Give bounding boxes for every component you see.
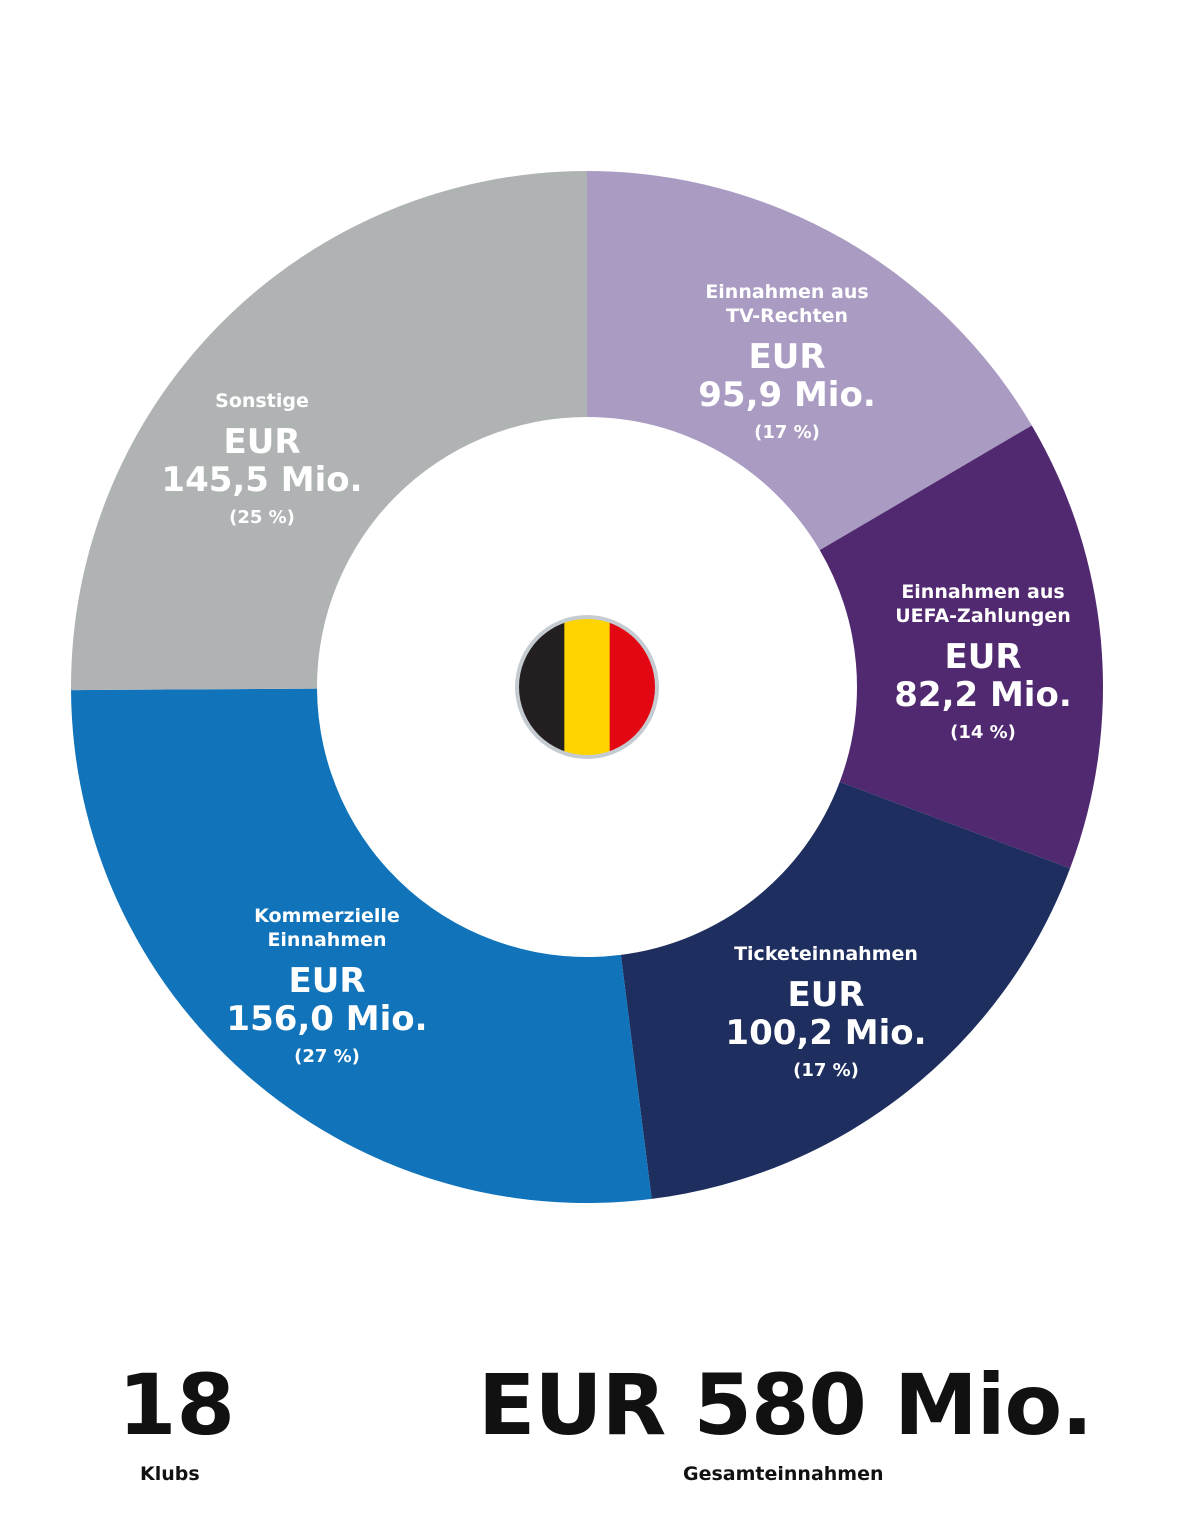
donut-slice-2 bbox=[819, 425, 1103, 869]
flag-stripe-1 bbox=[519, 619, 565, 755]
flag-stripe-2 bbox=[564, 619, 611, 755]
slice-percent-label: (25 %) bbox=[229, 507, 295, 528]
total-revenue-label: Gesamteinnahmen bbox=[683, 1463, 884, 1485]
slice-name-label: Einnahmen aus TV-Rechten bbox=[705, 281, 869, 327]
slice-value-label: 156,0 Mio. bbox=[226, 999, 428, 1039]
donut-slice-5 bbox=[71, 171, 587, 691]
slice-currency-label: EUR bbox=[748, 337, 826, 377]
donut-slice-1 bbox=[587, 171, 1032, 551]
slice-value-label: 100,2 Mio. bbox=[725, 1013, 927, 1053]
donut-slices bbox=[71, 171, 1103, 1203]
total-revenue-value: EUR 580 Mio. bbox=[478, 1356, 1093, 1454]
slice-value-label: 82,2 Mio. bbox=[894, 675, 1072, 715]
slice-name-label: Einnahmen aus UEFA-Zahlungen bbox=[895, 581, 1071, 627]
slice-label-5: Sonstige EUR 145,5 Mio. (25 %) bbox=[161, 389, 362, 531]
slice-currency-label: EUR bbox=[288, 961, 366, 1001]
slice-name-label: Sonstige bbox=[215, 390, 309, 412]
slice-currency-label: EUR bbox=[787, 975, 865, 1015]
donut-slice-4 bbox=[71, 688, 652, 1203]
slice-name-label: Kommerzielle Einnahmen bbox=[254, 905, 400, 951]
slice-percent-label: (17 %) bbox=[793, 1060, 859, 1081]
clubs-label: Klubs bbox=[140, 1463, 200, 1485]
clubs-count: 18 bbox=[118, 1356, 235, 1454]
slice-label-4: Kommerzielle Einnahmen EUR 156,0 Mio. (27 %… bbox=[226, 904, 427, 1070]
belgium-flag-icon bbox=[515, 615, 659, 759]
slice-label-1: Einnahmen aus TV-Rechten EUR 95,9 Mio. (17 … bbox=[698, 280, 876, 446]
flag-stripe-3 bbox=[609, 619, 655, 755]
revenue-donut-chart bbox=[71, 171, 1103, 1203]
slice-value-label: 95,9 Mio. bbox=[698, 375, 876, 415]
slice-percent-label: (17 %) bbox=[754, 422, 820, 443]
slice-name-label: Ticketeinnahmen bbox=[734, 943, 918, 965]
slice-label-3: Ticketeinnahmen EUR 100,2 Mio. (17 %) bbox=[725, 942, 926, 1084]
slice-currency-label: EUR bbox=[223, 422, 301, 462]
slice-percent-label: (27 %) bbox=[294, 1046, 360, 1067]
slice-currency-label: EUR bbox=[944, 637, 1022, 677]
donut-slice-3 bbox=[620, 781, 1071, 1199]
slice-label-2: Einnahmen aus UEFA-Zahlungen EUR 82,2 Mio.… bbox=[894, 580, 1072, 746]
slice-percent-label: (14 %) bbox=[950, 722, 1016, 743]
slice-value-label: 145,5 Mio. bbox=[161, 460, 363, 500]
